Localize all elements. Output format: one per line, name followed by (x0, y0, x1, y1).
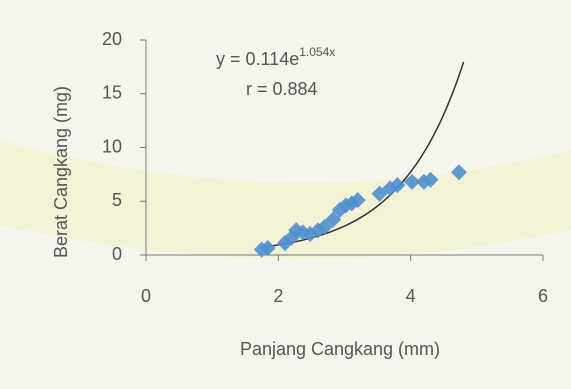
y-tick-label: 15 (102, 83, 122, 103)
equation-base: y = 0.114e (216, 49, 299, 69)
r-label: r = 0.884 (246, 79, 318, 99)
x-tick-label: 4 (406, 286, 416, 306)
x-tick-label: 6 (538, 286, 548, 306)
x-tick-label: 0 (141, 286, 151, 306)
x-axis-label: Panjang Cangkang (mm) (240, 339, 440, 359)
y-tick-label: 10 (102, 136, 122, 156)
y-tick-label: 0 (112, 244, 122, 264)
x-tick-label: 2 (273, 286, 283, 306)
chart: Berat Cangkang (mg) Panjang Cangkang (mm… (0, 0, 571, 389)
y-axis-label: Berat Cangkang (mg) (51, 86, 71, 258)
y-tick-label: 20 (102, 29, 122, 49)
y-tick-label: 5 (112, 190, 122, 210)
equation-exponent: 1.054x (299, 45, 335, 59)
